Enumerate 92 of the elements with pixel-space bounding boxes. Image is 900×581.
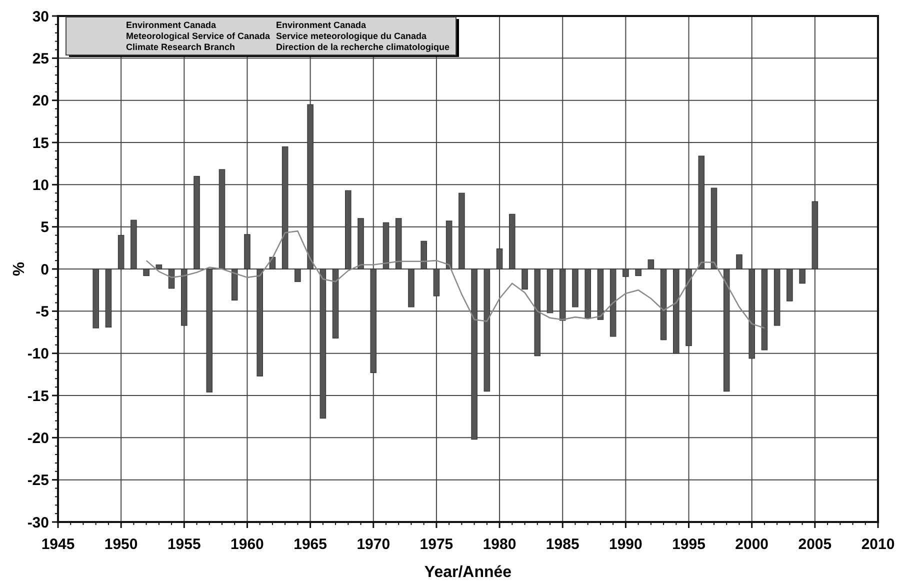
x-tick-label: 1960	[230, 536, 264, 553]
bar	[559, 268, 566, 321]
x-tick-label: 1955	[167, 536, 201, 553]
bar	[332, 268, 339, 338]
bar	[458, 192, 465, 270]
bar	[92, 268, 99, 328]
y-axis-title: %	[11, 262, 28, 276]
bar	[471, 268, 478, 440]
x-tick-label: 1965	[294, 536, 327, 553]
bar	[686, 268, 692, 346]
bar	[345, 190, 352, 270]
y-tick-label: -15	[27, 388, 49, 405]
bar	[812, 201, 818, 270]
y-tick-label: -5	[36, 303, 49, 320]
bar	[660, 268, 667, 340]
bar	[105, 268, 112, 328]
bar	[307, 104, 314, 270]
x-axis-title: Year/Année	[424, 564, 512, 581]
annotation: Meteorological Service of Canada	[126, 31, 272, 41]
y-tick-label: 0	[40, 261, 49, 278]
bar	[218, 169, 226, 270]
bar	[130, 220, 137, 270]
x-tick-label: 1990	[609, 536, 642, 553]
annotation: Climate Research Branch	[126, 42, 236, 52]
y-tick-label: -10	[27, 346, 49, 363]
line-series	[146, 230, 766, 329]
bar	[774, 268, 780, 326]
bar	[370, 268, 377, 374]
bar	[673, 268, 680, 354]
y-tick-label: 15	[32, 134, 49, 152]
bar	[484, 268, 490, 392]
bar	[420, 240, 427, 270]
bar	[156, 264, 162, 270]
x-tick-label: 2005	[798, 536, 832, 553]
x-tick-label: 1970	[356, 536, 390, 553]
bar	[408, 268, 414, 308]
bar	[433, 268, 440, 296]
y-tick-label: 10	[32, 176, 49, 194]
y-tick-label: 5	[40, 219, 49, 236]
x-tick-label: 1985	[546, 536, 580, 553]
annotation: Environment Canada	[126, 20, 218, 30]
bar	[584, 268, 591, 318]
bar	[395, 218, 402, 270]
bar	[358, 218, 364, 270]
bar	[206, 268, 213, 392]
bar	[698, 156, 705, 270]
y-tick-label: -25	[27, 472, 49, 490]
bar	[194, 176, 200, 270]
bar	[610, 268, 616, 337]
bar	[320, 268, 326, 419]
bar	[118, 234, 124, 270]
bar	[509, 214, 516, 270]
x-tick-label: 1995	[672, 536, 706, 553]
x-tick-label: 1945	[41, 536, 75, 553]
annotation: Service meteorologique du Canada	[276, 31, 428, 41]
bar	[244, 234, 250, 270]
bar	[597, 268, 604, 320]
y-tick-label: 30	[32, 8, 49, 26]
bar	[572, 268, 578, 308]
bar	[294, 268, 301, 282]
bar	[181, 268, 188, 326]
bar	[546, 268, 554, 314]
y-tick-label: 25	[32, 50, 49, 68]
bar	[143, 268, 150, 276]
bar	[446, 220, 452, 270]
annotation: Direction de la recherche climatologique	[276, 42, 450, 52]
bar	[736, 254, 742, 270]
bar	[635, 268, 642, 276]
bar	[648, 259, 654, 270]
x-tick-label: 1980	[482, 536, 516, 553]
bar	[786, 268, 793, 302]
bar	[723, 268, 730, 392]
bar	[522, 268, 528, 290]
bar	[382, 222, 390, 270]
bar	[256, 268, 263, 376]
x-tick-label: 2000	[735, 536, 769, 553]
bar	[748, 268, 755, 359]
bar	[282, 146, 288, 270]
bar	[622, 268, 629, 277]
bar	[710, 188, 718, 270]
bar	[799, 268, 806, 284]
y-tick-label: -20	[27, 430, 49, 447]
x-tick-label: 1975	[420, 536, 454, 553]
annotation: Environment Canada	[276, 20, 368, 30]
x-tick-label: 1950	[104, 536, 138, 553]
y-tick-label: -30	[27, 514, 49, 532]
bar	[231, 268, 238, 301]
x-tick-label: 2010	[861, 536, 895, 553]
bar	[761, 268, 768, 350]
y-tick-label: 20	[32, 92, 49, 110]
bar	[496, 248, 503, 270]
bar	[534, 268, 541, 356]
